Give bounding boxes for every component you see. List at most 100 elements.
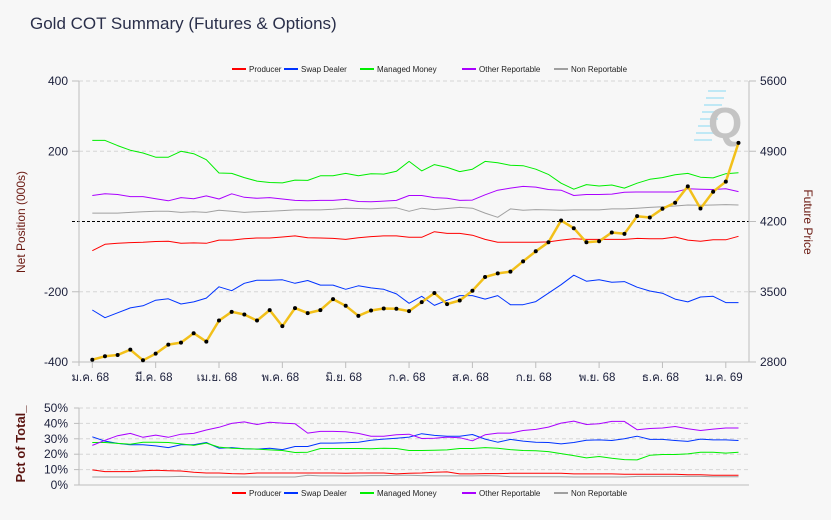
series-managed-money-line [92,139,739,190]
y-tick-label: 400 [48,74,68,88]
x-tick-label: ม.ค. 68 [71,372,109,384]
x-tick-label: มี.ค. 68 [135,371,173,384]
price-point [102,354,107,359]
price-point [445,302,450,307]
pct-y-tick-label: 50% [44,401,68,415]
chart-title: Gold COT Summary (Futures & Options) [30,14,337,33]
y-tick-label: 200 [48,144,68,158]
price-point [255,318,260,323]
x-tick-label: พ.ย. 68 [579,372,616,384]
pct-series-managed-money-line [92,441,739,461]
price-point [584,240,589,245]
price-point [723,179,728,184]
y2-tick-label: 4200 [760,215,787,229]
price-point [483,274,488,279]
price-point [419,300,424,305]
pct-y-tick-label: 0% [51,478,69,492]
legend-label: Non Reportable [571,65,628,74]
price-point [166,342,171,347]
legend-label: Other Reportable [479,489,541,498]
price-point [622,231,627,236]
bottom-legend: Producer Swap Dealer Managed Money Other Re… [232,489,628,498]
price-point [660,206,665,211]
pct-series-non-reportable-line [92,474,739,478]
price-point [128,347,133,352]
x-tick-label: ส.ค. 68 [452,372,489,384]
price-point [736,140,741,145]
y2-tick-label: 3500 [760,285,787,299]
y2-axis-title: Future Price [801,189,815,255]
price-point [546,240,551,245]
price-point [242,312,247,317]
price-point [597,239,602,244]
x-tick-label: มิ.ย. 68 [325,371,362,384]
price-point [495,271,500,276]
legend-label: Managed Money [377,65,437,74]
x-tick-label: เม.ย. 68 [197,372,238,384]
legend-label: Other Reportable [479,65,541,74]
y2-tick-label: 5600 [760,74,787,88]
pct-series-producer-line [92,469,739,476]
legend-label: Producer [249,65,282,74]
price-point [267,308,272,313]
legend-label: Non Reportable [571,489,628,498]
series-other-reportable-line [92,185,739,203]
y-tick-label: -400 [44,355,68,369]
price-point [153,351,158,356]
price-point [318,308,323,313]
price-point [533,249,538,254]
price-point [571,226,576,231]
top-legend: Producer Swap Dealer Managed Money Other Re… [232,65,628,74]
price-point [280,324,285,329]
price-point [356,313,361,318]
x-tick-label: ก.ค. 68 [389,372,426,384]
x-tick-label: ก.ย. 68 [516,372,552,384]
price-point [407,309,412,314]
price-point [90,357,95,362]
y-axis-title: Net Position (000s) [14,171,28,273]
x-tick-label: พ.ค. 68 [262,372,300,384]
price-point [609,230,614,235]
price-point [698,206,703,211]
price-point [508,269,513,274]
price-point [217,318,221,323]
price-point [369,308,374,313]
price-point [293,306,298,311]
price-point [394,306,399,311]
price-point [381,306,386,311]
price-point [647,215,652,220]
price-point [470,288,475,293]
pct-y-tick-label: 40% [44,416,68,430]
price-point [559,218,564,223]
price-point [521,259,526,264]
price-point [331,297,336,302]
pct-series-swap-dealer-line [92,433,739,451]
price-point [343,303,348,308]
x-tick-label: ม.ค. 69 [705,372,743,384]
y2-tick-label: 4900 [760,144,787,158]
y-tick-label: -200 [44,285,68,299]
price-point [229,309,234,314]
watermark-logo: Q [694,90,742,148]
x-tick-label: ธ.ค. 68 [642,372,679,384]
pct-series-other-reportable-line [92,420,739,446]
price-point [204,339,209,344]
price-point [191,331,196,336]
price-point [432,291,437,296]
price-point [673,200,678,205]
price-point [635,214,640,219]
y2-tick-label: 2800 [760,355,787,369]
series-future-price-line [91,142,740,362]
price-point [711,189,716,194]
price-point [305,311,310,316]
price-point [115,352,120,357]
price-point [685,184,690,189]
legend-label: Managed Money [377,489,437,498]
series-non-reportable-line [92,204,739,218]
pct-y-tick-label: 10% [44,463,68,477]
pct-y-axis-title: Pct of Total_ [13,405,28,483]
series-swap-dealer-line [92,274,739,319]
legend-label: Swap Dealer [301,489,347,498]
price-point [457,298,462,303]
